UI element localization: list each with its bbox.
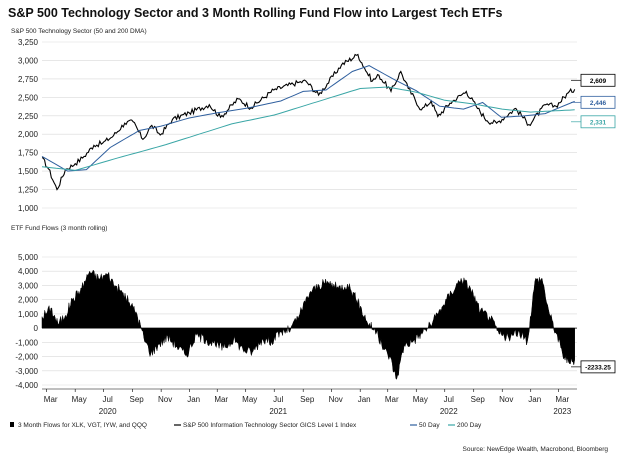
x-month-label: Sep (471, 395, 486, 404)
top-y-tick-label: 2,250 (18, 112, 39, 121)
top-y-tick-label: 1,250 (18, 186, 39, 195)
x-month-label: Mar (385, 395, 399, 404)
bottom-y-tick-label: 2,000 (18, 296, 39, 305)
x-year-label: 2022 (440, 407, 458, 416)
x-month-label: May (242, 395, 257, 404)
bottom-panel-y-axis: -4,000 -3,000 -2,000 -1,000 0 1,000 2,000 3,000… (15, 253, 38, 390)
ma200-callout-box (580, 115, 616, 129)
x-month-label: Jul (273, 395, 283, 404)
top-y-tick-label: 2,750 (18, 75, 39, 84)
bottom-y-tick-label: -1,000 (15, 338, 38, 347)
bottom-y-tick-label: -3,000 (15, 367, 38, 376)
chart-title: S&P 500 Technology Sector and 3 Month Ro… (8, 6, 503, 20)
bottom-y-tick-label: -4,000 (15, 381, 38, 390)
x-year-label: 2023 (553, 407, 571, 416)
price-lines-layer (41, 53, 576, 191)
ma50-callout-box (580, 95, 616, 109)
x-month-label: Jan (358, 395, 371, 404)
x-month-label: May (413, 395, 428, 404)
x-month-label: Jan (528, 395, 541, 404)
sector-index-callout-label: 2,609 (590, 78, 607, 85)
x-month-label: May (72, 395, 87, 404)
x-month-label: Jul (444, 395, 454, 404)
legend-item-label: 50 Day (419, 422, 440, 429)
x-month-label: Mar (44, 395, 58, 404)
top-y-tick-label: 1,000 (18, 204, 39, 213)
x-year-label: 2020 (99, 407, 117, 416)
top-y-tick-label: 3,000 (18, 56, 39, 65)
fund-flows-callout-label: -2233.25 (585, 364, 611, 371)
x-year-label: 2021 (269, 407, 287, 416)
legend: 3 Month Flows for XLK, VGT, IYW, and QQQ… (10, 422, 482, 429)
top-panel-subtitle: S&P 500 Technology Sector (50 and 200 DM… (11, 28, 147, 35)
x-month-label: Mar (214, 395, 228, 404)
fund-flows-callout-box (580, 360, 616, 374)
source-note: Source: NewEdge Wealth, Macrobond, Bloom… (463, 446, 609, 453)
top-panel-y-axis: 1,000 1,250 1,500 1,750 2,000 2,250 2,500 2,750… (18, 38, 39, 213)
fund-flows-area (41, 269, 575, 380)
x-month-label: Nov (329, 395, 343, 404)
bottom-y-tick-label: -2,000 (15, 353, 38, 362)
ma200-callout-label: 2,331 (590, 119, 607, 126)
x-month-label: Sep (130, 395, 145, 404)
x-axis: Mar May Jul Sep Nov Jan Mar May Jul Sep Nov Jan Mar M… (42, 388, 577, 416)
ma50-callout-label: 2,446 (590, 100, 607, 107)
bottom-y-tick-label: 5,000 (18, 253, 39, 262)
fund-flows-area-layer (41, 269, 575, 380)
top-y-tick-label: 2,000 (18, 130, 39, 139)
value-callouts: 2,609 2,446 2,331 -2233.25 (571, 73, 616, 374)
x-month-label: Nov (499, 395, 513, 404)
legend-swatch-box (10, 422, 14, 427)
ma50-line (41, 65, 575, 172)
x-month-label: Nov (158, 395, 172, 404)
top-y-tick-label: 3,250 (18, 38, 39, 47)
ma200-line (41, 86, 575, 171)
x-month-label: Jul (103, 395, 113, 404)
legend-item-label: S&P 500 Information Technology Sector GI… (183, 422, 357, 429)
top-panel-grid (42, 41, 577, 209)
bottom-y-tick-label: 0 (34, 324, 39, 333)
bottom-y-tick-label: 1,000 (18, 310, 39, 319)
x-month-label: Mar (555, 395, 569, 404)
legend-item-label: 200 Day (457, 422, 482, 429)
top-y-tick-label: 1,500 (18, 167, 39, 176)
bottom-y-tick-label: 4,000 (18, 267, 39, 276)
bottom-panel-subtitle: ETF Fund Flows (3 month rolling) (11, 225, 107, 232)
bottom-y-tick-label: 3,000 (18, 281, 39, 290)
x-month-label: Sep (300, 395, 315, 404)
top-y-tick-label: 2,500 (18, 93, 39, 102)
sector-index-callout-box (580, 73, 616, 87)
x-month-label: Jan (187, 395, 200, 404)
sector-index-line (41, 53, 576, 191)
top-y-tick-label: 1,750 (18, 149, 39, 158)
legend-item-label: 3 Month Flows for XLK, VGT, IYW, and QQQ (18, 422, 147, 429)
